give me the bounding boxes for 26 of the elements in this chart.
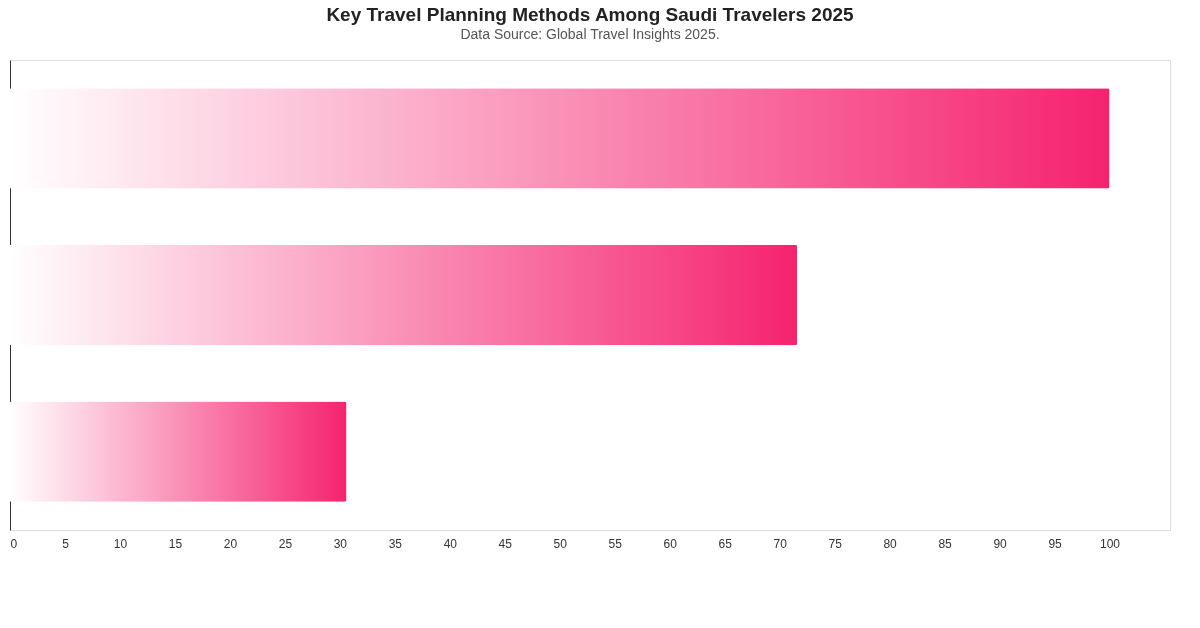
x-tick-label: 75 bbox=[828, 536, 843, 551]
chart-title: Key Travel Planning Methods Among Saudi Travelers 2025 bbox=[326, 4, 855, 25]
chart-subtitle: Data Source: Global Travel Insights 2025. bbox=[460, 26, 720, 42]
x-tick-label: 40 bbox=[443, 536, 458, 551]
x-tick-label: 70 bbox=[773, 536, 788, 551]
bar bbox=[10, 244, 798, 346]
x-tick-label: 85 bbox=[938, 536, 953, 551]
x-tick-label: 50 bbox=[553, 536, 568, 551]
x-tick-label: 80 bbox=[883, 536, 898, 551]
bar bbox=[10, 88, 1110, 189]
x-tick-label: 55 bbox=[608, 536, 623, 551]
x-tick-label: 90 bbox=[993, 536, 1008, 551]
x-tick-label: 65 bbox=[718, 536, 733, 551]
x-tick-label: 25 bbox=[278, 536, 293, 551]
x-tick-label: 5 bbox=[62, 536, 70, 551]
x-tick-label: 30 bbox=[333, 536, 348, 551]
x-tick-label: 20 bbox=[223, 536, 238, 551]
x-tick-label: 0 bbox=[10, 536, 18, 551]
x-tick-label: 15 bbox=[168, 536, 183, 551]
x-tick-label: 10 bbox=[113, 536, 128, 551]
x-tick-label: 35 bbox=[388, 536, 403, 551]
x-tick-label: 100 bbox=[1100, 536, 1121, 551]
bar bbox=[10, 401, 347, 502]
x-tick-label: 45 bbox=[498, 536, 513, 551]
x-tick-label: 95 bbox=[1048, 536, 1063, 551]
x-tick-label: 60 bbox=[663, 536, 678, 551]
